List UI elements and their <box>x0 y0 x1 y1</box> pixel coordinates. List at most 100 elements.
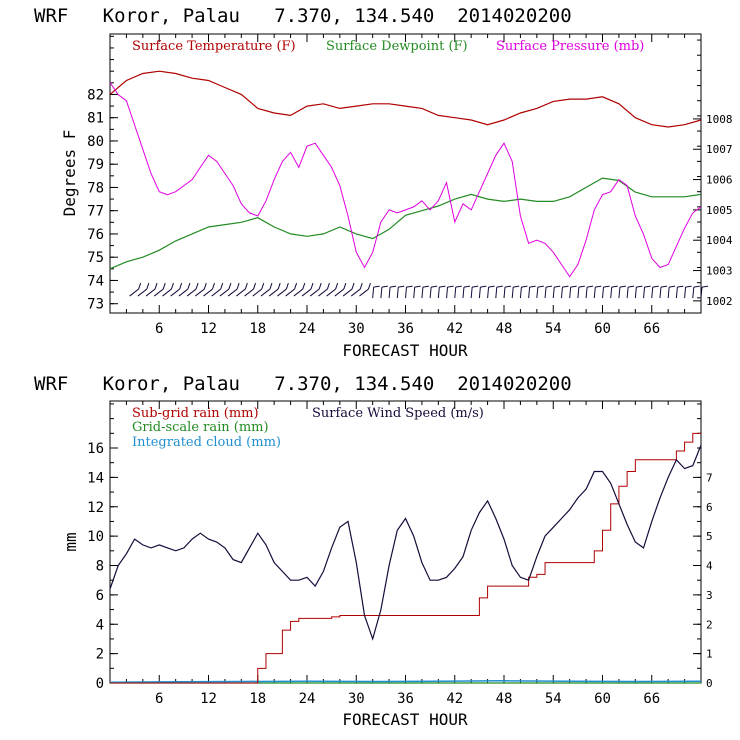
legend-surface-wind-speed: Surface Wind Speed (m/s) <box>312 406 484 421</box>
wind-barb <box>528 285 536 299</box>
bottom-x-tick-label: 24 <box>299 691 316 707</box>
bottom-x-tick-label: 36 <box>397 691 414 707</box>
top-x-tick-label: 6 <box>155 321 163 337</box>
bottom-x-tick-label: 48 <box>496 691 513 707</box>
bottom-y2-tick-label: 2 <box>706 618 713 631</box>
subgrid-rain-line <box>110 432 701 684</box>
top-y2-tick-label: 1003 <box>706 265 733 278</box>
integrated-cloud-line <box>109 680 702 684</box>
wind-barb <box>602 285 610 299</box>
wind-barb <box>626 285 635 299</box>
wind-barb <box>446 285 454 299</box>
surface-pressure-line <box>109 82 702 278</box>
top-y2-tick-label: 1007 <box>706 143 733 156</box>
wind-barb <box>186 282 199 297</box>
wind-barb <box>372 285 380 299</box>
wind-barb <box>137 282 150 297</box>
bottom-y2-tick-label: 5 <box>706 530 713 543</box>
surface-wind-speed-line <box>109 444 702 641</box>
top-x-tick-label: 42 <box>446 321 463 337</box>
bottom-x-tick-label: 30 <box>348 691 365 707</box>
wind-barb <box>495 285 503 299</box>
surface-temperature-line <box>109 70 702 128</box>
wind-barb <box>634 285 643 299</box>
wind-barb <box>153 282 166 297</box>
legend-integrated-cloud: Integrated cloud (mm) <box>132 435 281 450</box>
bottom-x-tick-label: 12 <box>200 691 217 707</box>
top-x-tick-label: 48 <box>496 321 513 337</box>
top-x-tick-label: 30 <box>348 321 365 337</box>
wind-barb <box>268 282 281 297</box>
bottom-y-tick-label: 14 <box>87 470 104 486</box>
top-x-tick-label: 36 <box>397 321 414 337</box>
bottom-chart-title: WRF Koror, Palau 7.370, 134.540 20140202… <box>34 373 572 395</box>
wind-barb <box>667 285 676 299</box>
top-y-tick-label: 80 <box>87 134 104 150</box>
bottom-y-tick-label: 12 <box>87 500 104 516</box>
legend-surface-dewpoint: Surface Dewpoint (F) <box>326 39 468 54</box>
wind-barb <box>244 282 257 297</box>
top-y-tick-label: 78 <box>87 180 104 196</box>
top-y2-tick-label: 1002 <box>706 295 733 308</box>
wind-barb <box>309 282 322 297</box>
bottom-x-tick-label: 42 <box>446 691 463 707</box>
wind-barb <box>396 285 405 299</box>
wind-barb <box>318 282 330 297</box>
wind-barb <box>405 285 413 299</box>
wind-barb <box>569 285 577 299</box>
top-y-tick-label: 79 <box>87 157 104 173</box>
wind-barb <box>618 285 626 299</box>
bottom-y-tick-label: 2 <box>96 647 104 663</box>
wind-barb <box>194 282 207 297</box>
wind-barb <box>203 282 215 297</box>
top-y2-tick-label: 1004 <box>706 234 733 247</box>
wind-barb <box>129 282 142 297</box>
wind-barb <box>145 282 158 297</box>
wind-barb <box>178 282 191 297</box>
wind-barb <box>252 282 265 297</box>
top-y-tick-label: 76 <box>87 227 104 243</box>
top-chart-title: WRF Koror, Palau 7.370, 134.540 20140202… <box>34 5 572 27</box>
top-y-tick-label: 77 <box>87 204 104 220</box>
wind-barb <box>227 282 240 297</box>
wind-barb <box>277 282 289 297</box>
wind-barb <box>659 285 668 299</box>
wind-barb <box>359 282 371 297</box>
wind-barb <box>684 285 692 299</box>
wind-barb <box>478 285 487 299</box>
top-y-tick-label: 74 <box>87 273 104 289</box>
wind-barb <box>170 282 183 297</box>
top-y-axis-title: Degrees F <box>60 130 79 217</box>
top-x-tick-label: 18 <box>249 321 266 337</box>
wind-barb <box>454 285 462 299</box>
top-y-tick-label: 81 <box>87 111 104 127</box>
wind-barb <box>236 282 248 297</box>
wind-barb <box>700 285 709 299</box>
bottom-y-tick-label: 16 <box>87 441 104 457</box>
wind-barb <box>544 285 553 299</box>
top-x-axis-title: FORECAST HOUR <box>342 341 468 360</box>
wind-barb <box>462 285 471 299</box>
top-y2-tick-label: 1005 <box>706 204 733 217</box>
wind-barb <box>429 285 438 299</box>
legend-gridscale-rain: Grid-scale rain (mm) <box>132 420 269 435</box>
wind-barb <box>285 282 298 297</box>
wind-barb <box>577 285 585 299</box>
legend-surface-pressure: Surface Pressure (mb) <box>496 39 644 54</box>
top-y-tick-label: 75 <box>87 250 104 266</box>
wind-barb <box>293 282 306 297</box>
bottom-y-axis-title: mm <box>61 532 80 551</box>
top-y-tick-label: 73 <box>87 297 104 313</box>
top-x-tick-label: 54 <box>545 321 562 337</box>
wind-barb <box>260 282 273 297</box>
wind-barb <box>219 282 232 297</box>
bottom-y-tick-label: 4 <box>96 617 104 633</box>
bottom-y2-tick-label: 4 <box>706 560 713 573</box>
bottom-y-tick-label: 6 <box>96 588 104 604</box>
bottom-y-tick-label: 8 <box>96 559 104 575</box>
bottom-x-tick-label: 6 <box>155 691 163 707</box>
wind-barb <box>413 285 421 299</box>
top-x-tick-label: 60 <box>594 321 611 337</box>
wind-barb <box>503 285 512 299</box>
